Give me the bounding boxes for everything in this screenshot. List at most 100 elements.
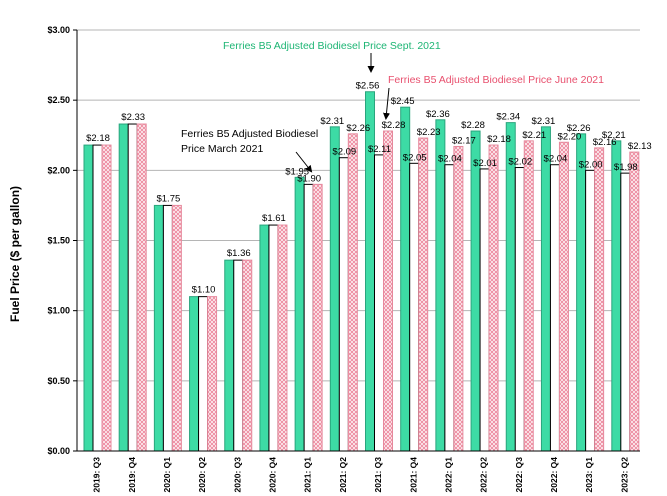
data-label: $2.05 — [403, 152, 427, 163]
bar-series-1 — [118, 123, 129, 452]
data-label: $2.04 — [544, 154, 568, 165]
data-label: $2.04 — [438, 154, 462, 165]
bar-series-1 — [505, 122, 516, 452]
y-tick-label: $3.00 — [47, 25, 70, 35]
bar-series-1 — [435, 119, 446, 452]
bar-series-2 — [444, 164, 455, 452]
y-tick-label: $2.00 — [47, 165, 70, 175]
x-tick-label: 2021: Q2 — [338, 457, 348, 493]
bar-series-3 — [347, 133, 358, 452]
bar-series-3 — [418, 137, 429, 452]
data-label: $1.95 — [285, 166, 309, 177]
bar-series-1 — [224, 259, 235, 452]
data-label: $2.36 — [426, 109, 450, 120]
annotation-arrow — [295, 151, 313, 173]
y-axis-label: Fuel Price ($ per gallon) — [8, 186, 22, 322]
data-label: $2.16 — [593, 137, 617, 148]
data-label: $2.09 — [332, 147, 356, 158]
data-label: $2.31 — [320, 116, 344, 127]
bar-series-1 — [189, 296, 200, 452]
data-label: $2.56 — [356, 81, 380, 92]
bar-series-2 — [162, 204, 173, 452]
data-label: $1.10 — [192, 285, 216, 296]
data-label: $2.31 — [532, 116, 556, 127]
x-tick-label: 2023: Q2 — [619, 457, 629, 493]
annotation-march-2021: Price March 2021 — [181, 143, 263, 155]
x-tick-label: 2022: Q4 — [549, 457, 559, 493]
annotation-june-2021: Ferries B5 Adjusted Biodiesel Price June… — [388, 74, 604, 86]
data-label: $1.36 — [227, 248, 251, 259]
bar-series-1 — [153, 204, 164, 452]
bar-series-2 — [127, 123, 138, 452]
x-axis: 2019: Q3 2019: Q4 2020: Q1 2020: Q2 2020: Q3… — [77, 450, 640, 493]
data-label: $2.21 — [522, 130, 546, 141]
x-tick-label: 2020: Q2 — [197, 457, 207, 493]
bar-series — [83, 91, 640, 452]
bar-series-1 — [611, 140, 622, 452]
bar-series-3 — [207, 296, 218, 452]
data-label: $2.18 — [86, 133, 110, 144]
bar-series-3 — [312, 183, 323, 452]
bar-series-3 — [101, 144, 112, 452]
x-tick-label: 2019: Q3 — [92, 457, 102, 493]
x-tick-label: 2020: Q1 — [162, 457, 172, 493]
x-tick-label: 2019: Q4 — [127, 457, 137, 493]
bar-series-1 — [576, 133, 587, 452]
annotations: Ferries B5 Adjusted Biodiesel Price March… — [181, 40, 604, 173]
data-label: $2.28 — [382, 120, 406, 131]
bar-series-3 — [171, 204, 182, 452]
data-labels: $2.18 $2.33 $1.75 $1.10 $1.36 $1.61 $1.95$1.90… — [86, 81, 652, 296]
bar-series-3 — [523, 140, 534, 452]
data-label: $2.00 — [579, 159, 603, 170]
bar-series-2 — [268, 224, 279, 452]
bar-series-3 — [488, 144, 499, 452]
bar-series-3 — [594, 147, 605, 452]
y-tick-label: $0.50 — [47, 376, 70, 386]
y-axis: $0.00 $0.50 $1.00 $1.50 $2.00 $2.50 $3.00 — [47, 25, 78, 456]
data-label: $2.01 — [473, 158, 497, 169]
x-tick-label: 2022: Q2 — [479, 457, 489, 493]
bar-series-2 — [338, 157, 349, 452]
bar-series-1 — [540, 126, 551, 452]
x-tick-label: 2020: Q4 — [268, 457, 278, 493]
y-tick-label: $1.00 — [47, 306, 70, 316]
data-label: $2.17 — [452, 135, 476, 146]
data-label: $1.98 — [614, 162, 638, 173]
bar-series-3 — [453, 145, 464, 452]
data-label: $2.34 — [496, 112, 520, 123]
bar-series-1 — [329, 126, 340, 452]
x-tick-label: 2020: Q3 — [232, 457, 242, 493]
bar-series-1 — [294, 176, 305, 452]
data-label: $2.11 — [368, 144, 391, 155]
bar-series-2 — [585, 169, 596, 452]
data-label: $2.45 — [391, 96, 415, 107]
bar-series-2 — [514, 167, 525, 452]
bar-series-2 — [198, 296, 209, 452]
bar-series-1 — [470, 130, 481, 452]
bar-series-2 — [549, 164, 560, 452]
data-label: $2.26 — [567, 123, 591, 134]
bar-series-1 — [259, 224, 270, 452]
bar-series-3 — [629, 151, 640, 452]
data-label: $2.26 — [346, 123, 370, 134]
data-label: $2.02 — [508, 157, 532, 168]
x-tick-label: 2022: Q1 — [443, 457, 453, 493]
x-tick-label: 2021: Q1 — [303, 457, 313, 493]
x-tick-label: 2021: Q4 — [408, 457, 418, 493]
y-tick-label: $2.50 — [47, 95, 70, 105]
data-label: $2.13 — [628, 141, 652, 152]
y-tick-label: $1.50 — [47, 236, 70, 246]
x-tick-label: 2023: Q1 — [584, 457, 594, 493]
annotation-sept-2021: Ferries B5 Adjusted Biodiesel Price Sept… — [223, 40, 441, 52]
data-label: $1.75 — [156, 193, 180, 204]
bar-series-2 — [620, 172, 631, 452]
bar-series-1 — [83, 144, 94, 452]
bar-series-3 — [136, 123, 147, 452]
bar-series-3 — [242, 259, 253, 452]
bar-series-2 — [92, 144, 103, 452]
annotation-arrow — [383, 87, 390, 120]
data-label: $2.33 — [121, 112, 145, 123]
data-label: $2.20 — [558, 131, 582, 142]
bar-series-2 — [479, 168, 490, 452]
